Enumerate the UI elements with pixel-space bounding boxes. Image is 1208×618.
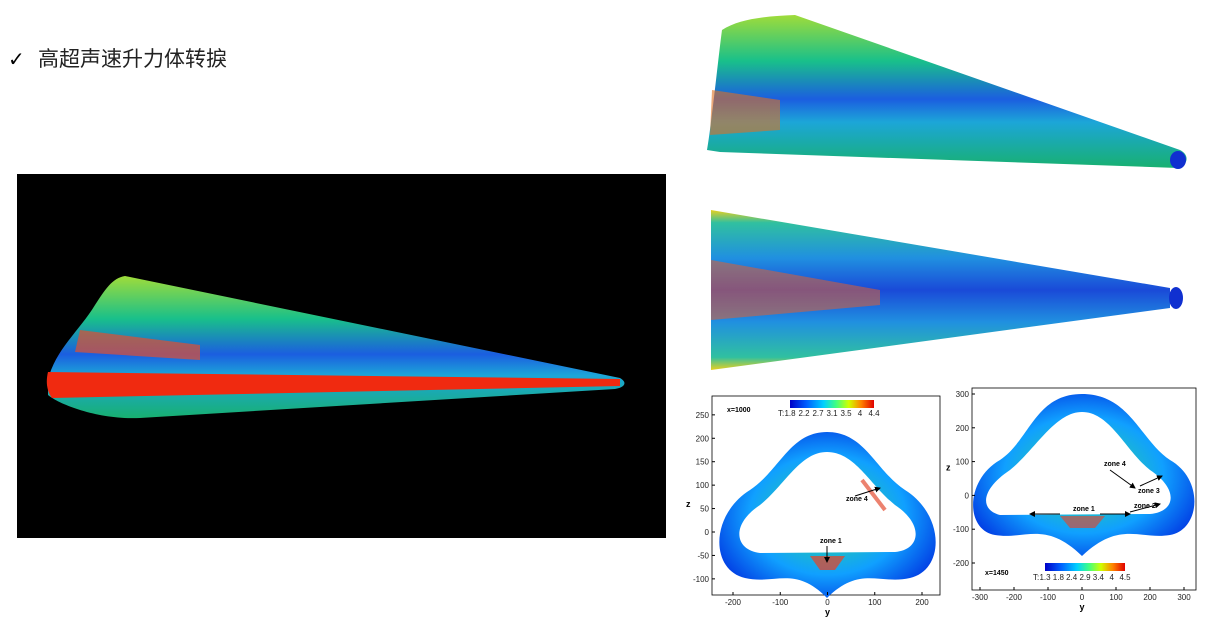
render-oblique [17,174,666,538]
x-axis-label: y [1079,602,1084,612]
colorbar-tick-label: 2.4 [1066,573,1078,582]
x-tick-label: -100 [1040,593,1057,602]
x-tick-label: -200 [1006,593,1023,602]
slide-title: 高超声速升力体转捩 [38,47,227,71]
colorbar-tick-label: 2.7 [812,409,824,418]
x-tick-label: 0 [1080,593,1085,602]
y-tick-label: 200 [696,434,710,443]
x-tick-label: -300 [972,593,989,602]
zone-label: zone 2 [1134,503,1156,510]
colorbar-tick-label: 3.1 [826,409,838,418]
zone-label: zone 1 [1073,506,1095,513]
x-tick-label: 0 [825,598,830,607]
y-tick-label: -100 [693,575,710,584]
x-tick-label: -200 [725,598,742,607]
colorbar-label: T: [1033,573,1039,582]
render-top [711,210,1183,370]
zone-label: zone 1 [820,538,842,545]
y-tick-label: 200 [956,424,970,433]
colorbar-tick-label: 3.5 [840,409,852,418]
colorbar-tick-label: 3.4 [1093,573,1105,582]
colorbar-tick-label: 4.5 [1119,573,1131,582]
x-tick-label: 200 [1143,593,1157,602]
colorbar-tick-label: 1.8 [784,409,796,418]
x-tick-label: 100 [868,598,882,607]
zone-label: zone 4 [846,496,868,503]
x-axis-label: y [825,607,830,617]
y-tick-label: 100 [956,458,970,467]
x-tick-label: 300 [1177,593,1191,602]
colorbar-tick-label: 4.4 [868,409,880,418]
colorbar-tick-label: 2.2 [798,409,810,418]
y-axis-label: z [686,499,691,509]
colorbar-tick-label: 1.3 [1039,573,1051,582]
y-axis-label: z [946,462,951,472]
y-tick-label: 50 [700,505,709,514]
contour-plot [711,395,941,598]
x-tick-label: -100 [772,598,789,607]
render-side [707,15,1187,169]
colorbar-tick-label: 1.8 [1053,573,1065,582]
y-tick-label: 100 [696,481,710,490]
zone-label: zone 3 [1138,488,1160,495]
bullet: ✓ [8,47,25,71]
y-tick-label: 0 [705,528,710,537]
station-label: x=1000 [727,407,751,414]
colorbar-tick-label: 4 [1109,573,1114,582]
colorbar-tick-label: 2.9 [1079,573,1091,582]
colorbar-tick-label: 4 [858,409,863,418]
contour-plot [971,387,1197,591]
y-tick-label: 250 [696,411,710,420]
zone-label: zone 4 [1104,461,1126,468]
x-tick-label: 200 [915,598,929,607]
y-tick-label: 150 [696,458,710,467]
y-tick-label: -200 [953,559,970,568]
x-tick-label: 100 [1109,593,1123,602]
y-tick-label: 300 [956,390,970,399]
y-tick-label: 0 [965,491,970,500]
colorbar-label: T: [778,409,784,418]
y-tick-label: -50 [697,551,709,560]
y-tick-label: -100 [953,525,970,534]
station-label: x=1450 [985,570,1009,577]
